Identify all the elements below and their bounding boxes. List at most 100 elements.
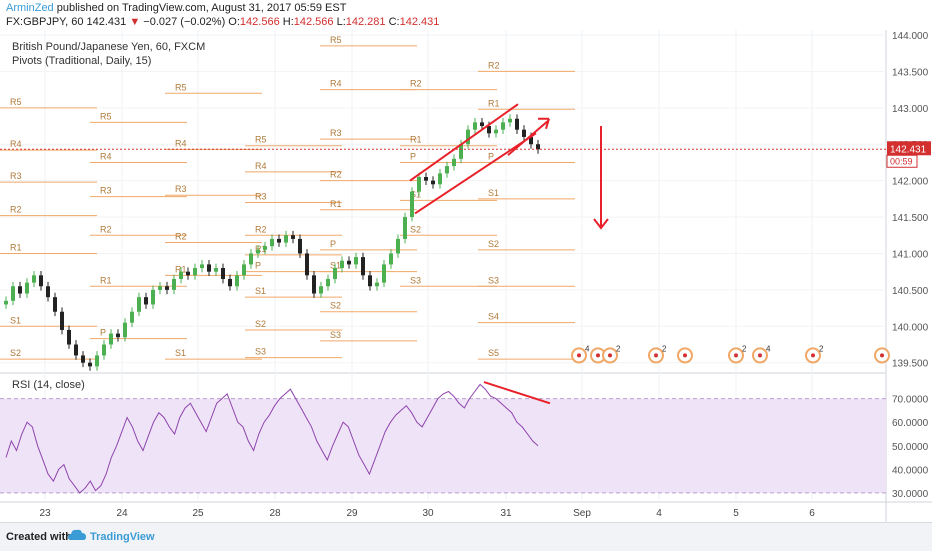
candle-body [151,289,155,305]
pivot-level-label: R3 [100,186,112,196]
candle-body [354,257,358,265]
x-tick-label: 5 [733,508,739,519]
annotations [409,103,609,405]
pivot-level-label: S2 [410,224,421,234]
candle-body [368,275,372,287]
low-label: L: [336,16,346,28]
pivot-level-label: P [410,151,416,161]
candle-body [179,271,183,279]
high-label: H: [282,16,294,28]
x-tick-label: 28 [269,508,281,519]
channel-lower-line [414,132,537,215]
pivot-level-label: R1 [10,242,22,252]
event-dot-icon [734,353,738,358]
x-tick-label: 6 [809,508,815,519]
candle-body [116,333,120,338]
y-tick-label: 143.000 [892,104,929,115]
candle-body [319,286,323,294]
rsi-divergence-line [483,381,551,405]
rsi-panel: 30.0000 40.0000 50.0000 60.0000 70.0000 [0,383,929,500]
candle-body [375,282,379,287]
pivot-level-label: R5 [175,82,187,92]
candle-body [263,246,267,250]
candle-body [494,129,498,134]
candle-body [326,278,330,287]
author-link[interactable]: ArminZed [6,2,54,14]
candle-body [459,144,463,159]
pivot-level-label: R5 [330,35,342,45]
candle-body [529,136,533,145]
candle-body [410,191,414,218]
y-tick-label: 140.000 [892,322,929,333]
pivot-level-label: S1 [255,286,266,296]
candle-body [214,268,218,272]
pivot-level-label: S3 [488,275,499,285]
y-tick-label: 144.000 [892,31,929,42]
y-tick-label: 142.000 [892,177,929,188]
pivot-level-label: S4 [488,312,499,322]
pivot-level-label: R1 [255,244,267,254]
pivot-level-label: R4 [100,151,112,161]
pivot-level-label: S1 [175,348,186,358]
candle-body [67,329,71,345]
tradingview-brand-link[interactable]: TradingView [90,531,155,543]
event-count-label: 2 [819,344,824,353]
candle-body [74,344,78,356]
pivot-level-label: S1 [10,315,21,325]
current-price-tag [887,141,931,156]
y-tick-label: 139.500 [892,359,929,370]
candle-body [312,275,316,294]
created-with-label: Created with [6,531,73,543]
breakout-arrow-head-icon [538,117,550,130]
change-value: −0.027 (−0.02%) [143,16,226,28]
candle-body [424,177,428,181]
x-tick-label: 29 [346,508,358,519]
pivot-level-label: S5 [488,348,499,358]
candle-body [249,253,253,265]
pivot-level-label: R1 [410,135,422,145]
pivot-level-label: P [330,239,336,249]
pivot-level-label: R3 [10,171,22,181]
pivot-level-label: P [488,151,494,161]
candle-body [95,355,99,367]
candle-body [403,217,407,239]
candle-body [291,235,295,239]
x-tick-label: Sep [573,508,591,519]
candle-body [32,275,36,283]
pivot-level-label: R2 [330,170,342,180]
candle-body [382,264,386,283]
event-dot-icon [811,353,815,358]
candle-body [270,238,274,247]
x-tick-label: 30 [422,508,434,519]
event-count-label: 2 [616,344,621,353]
candle-body [221,268,225,279]
candle-body [81,355,85,363]
candle-body [11,286,15,301]
pivot-level-label: S2 [255,319,266,329]
y-tick-label: 143.500 [892,67,929,78]
event-count-label: 4 [766,344,771,353]
candle-body [53,297,57,312]
candle-body [284,235,288,243]
event-dot-icon [654,353,658,358]
y-tick-label: 141.000 [892,249,929,260]
chart-canvas[interactable]: R5 R4 R3 R2 R1 S1 S2 R5 R4 R3 R2 R1 P R5 R4 R3 R2 R1 S1 R5 R… [0,30,932,522]
pivot-levels: R5 R4 R3 R2 R1 S1 S2 R5 R4 R3 R2 R1 P R5 R4 R3 R2 R1 S1 R5 R… [0,35,575,360]
candle-body [207,264,211,272]
candle-body [25,282,29,294]
candle-body [46,286,50,298]
rsi-y-tick-label: 50.0000 [892,442,929,453]
candle-body [466,129,470,145]
candle-body [88,362,92,367]
event-icons: 4 2 2 2 4 2 [571,344,890,364]
pivot-level-label: S2 [330,301,341,311]
candle-body [501,122,505,130]
countdown-tag [886,154,918,168]
event-dot-icon [683,353,687,358]
pivots-indicator-label: Pivots (Traditional, Daily, 15) [12,55,151,67]
candle-body [123,322,127,338]
candle-body [200,264,204,269]
rsi-y-tick-label: 60.0000 [892,418,929,429]
candle-body [193,268,197,276]
chart-header: ArminZed published on TradingView.com, A… [0,0,932,30]
